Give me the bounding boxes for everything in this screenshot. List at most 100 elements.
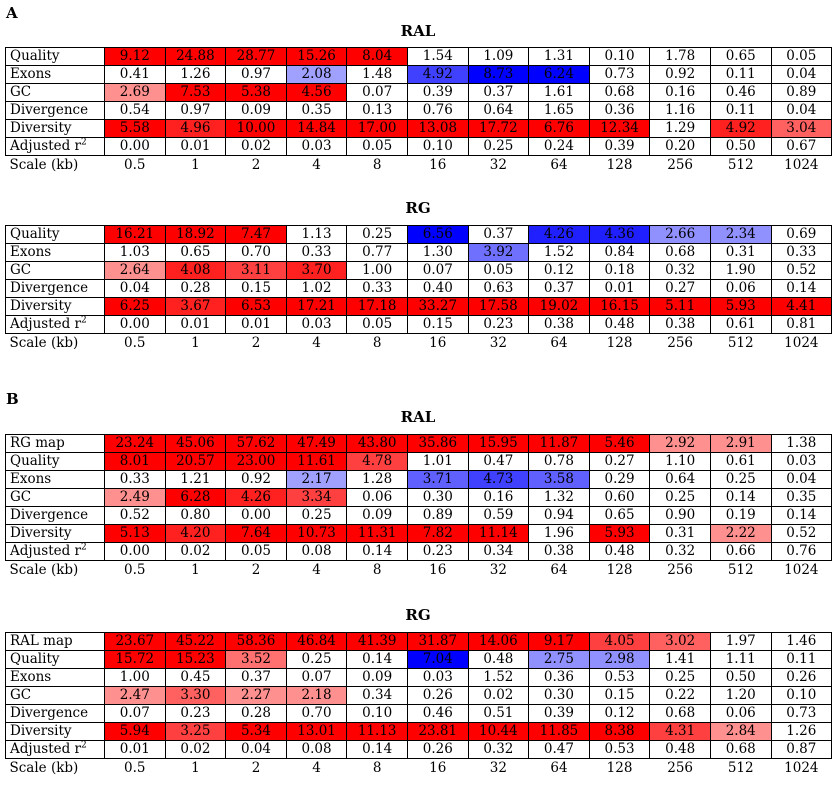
heatmap-cell: 0.12 [528,261,590,280]
heatmap-cell: 0.26 [770,668,833,687]
heatmap-cell: 3.70 [285,261,348,280]
heatmap-cell: 1.20 [709,686,772,705]
heatmap-cell: 0.54 [104,101,166,120]
heatmap-cell: 4.31 [649,722,711,741]
heatmap-cell: 0.94 [528,506,590,525]
scale-value: 8 [372,759,382,776]
heatmap-cell: 0.13 [346,101,408,120]
heatmap-cell: 2.22 [709,524,772,543]
heatmap-cell: 0.33 [770,243,833,262]
heatmap-cell: 3.58 [528,470,590,489]
heatmap-cell: 0.10 [346,704,408,723]
heatmap-table-a-rg: Quality 16.21 18.92 7.47 1.13 0.25 6.56 0.37 4.2… [5,225,833,352]
heatmap-cell: 1.38 [770,434,833,453]
heatmap-cell: 7.47 [225,225,287,244]
heatmap-cell: 0.63 [467,279,530,298]
heatmap-cell: 46.84 [285,632,348,651]
heatmap-cell: 1.32 [528,488,590,507]
heatmap-cell: 0.68 [588,83,651,102]
heatmap-cell: 0.19 [709,506,772,525]
heatmap-cell: 0.39 [588,137,651,156]
scale-value: 512 [727,156,754,173]
scale-value: 512 [727,334,754,351]
heatmap-cell: 5.34 [225,722,287,741]
heatmap-cell: 0.76 [406,101,469,120]
heatmap-cell: 0.05 [770,47,833,66]
heatmap-cell: 0.38 [528,542,590,561]
heatmap-cell: 0.10 [770,686,833,705]
scale-value: 4 [312,334,321,351]
heatmap-cell: 1.52 [528,243,590,262]
heatmap-cell: 1.02 [285,279,348,298]
heatmap-cell: 0.00 [104,315,166,334]
heatmap-cell: 1.52 [467,668,530,687]
heatmap-cell: 0.27 [649,279,711,298]
table-row: Exons 1.00 0.45 0.37 0.07 0.09 0.03 1.52 0.36 0.5… [5,668,833,687]
row-label: Divergence [5,506,105,525]
heatmap-cell: 0.07 [285,668,348,687]
table-row: Quality 8.01 20.57 23.00 11.61 4.78 1.01 0.47 0.… [5,452,833,471]
table-title-a-ral: RAL [400,22,436,40]
heatmap-cell: 0.15 [588,686,651,705]
table-row: Divergence 0.07 0.23 0.28 0.70 0.10 0.46 0.51 0.… [5,704,833,723]
heatmap-cell: 0.32 [467,740,530,759]
heatmap-cell: 0.47 [467,452,530,471]
table-row: Exons 0.41 1.26 0.97 2.08 1.48 4.92 8.73 6.24 0.7… [5,65,833,84]
scale-value: 1024 [784,334,819,351]
heatmap-cell: 2.75 [528,650,590,669]
heatmap-cell: 0.25 [649,488,711,507]
heatmap-cell: 0.01 [164,315,227,334]
heatmap-cell: 1.46 [770,632,833,651]
heatmap-cell: 4.56 [285,83,348,102]
heatmap-cell: 0.53 [588,740,651,759]
scale-value: 512 [727,561,754,578]
heatmap-cell: 3.34 [285,488,348,507]
heatmap-cell: 0.97 [225,65,287,84]
heatmap-cell: 4.26 [225,488,287,507]
heatmap-cell: 0.22 [649,686,711,705]
scale-value: 2 [251,334,261,351]
heatmap-cell: 0.32 [649,542,711,561]
heatmap-cell: 0.25 [285,650,348,669]
row-label: Exons [5,243,105,262]
heatmap-cell: 0.14 [770,506,833,525]
heatmap-cell: 1.54 [406,47,469,66]
heatmap-cell: 0.04 [770,470,833,489]
scale-value: 2 [251,156,261,173]
heatmap-cell: 0.06 [346,488,408,507]
row-label: Quality [5,225,105,244]
heatmap-cell: 0.73 [588,65,651,84]
heatmap-cell: 3.02 [649,632,711,651]
heatmap-cell: 0.02 [164,740,227,759]
heatmap-cell: 3.52 [225,650,287,669]
heatmap-cell: 0.05 [346,315,408,334]
heatmap-cell: 0.02 [164,542,227,561]
row-label: Diversity [5,297,105,316]
heatmap-cell: 0.16 [467,488,530,507]
heatmap-cell: 3.92 [467,243,530,262]
scale-value: 1024 [784,156,819,173]
heatmap-cell: 0.11 [770,650,833,669]
heatmap-cell: 0.07 [104,704,166,723]
heatmap-cell: 17.72 [467,119,530,138]
heatmap-cell: 0.48 [467,650,530,669]
heatmap-cell: 0.00 [104,137,166,156]
row-label: GC [5,488,105,507]
heatmap-cell: 0.04 [770,65,833,84]
heatmap-cell: 0.26 [406,686,469,705]
heatmap-cell: 10.73 [285,524,348,543]
heatmap-table-b-rg: RAL map 23.67 45.22 58.36 46.84 41.39 31.87 14.… [5,632,833,777]
heatmap-cell: 0.00 [104,542,166,561]
heatmap-cell: 0.77 [346,243,408,262]
heatmap-cell: 8.01 [104,452,166,471]
heatmap-cell: 0.52 [770,524,833,543]
scale-value: 8 [372,156,382,173]
row-label: Divergence [5,279,105,298]
heatmap-cell: 0.70 [285,704,348,723]
heatmap-cell: 18.92 [164,225,227,244]
heatmap-cell: 0.60 [588,488,651,507]
table-row: Diversity 5.58 4.96 10.00 14.84 17.00 13.08 17.… [5,119,833,138]
heatmap-cell: 0.01 [164,137,227,156]
heatmap-cell: 0.48 [649,740,711,759]
heatmap-cell: 0.02 [467,686,530,705]
